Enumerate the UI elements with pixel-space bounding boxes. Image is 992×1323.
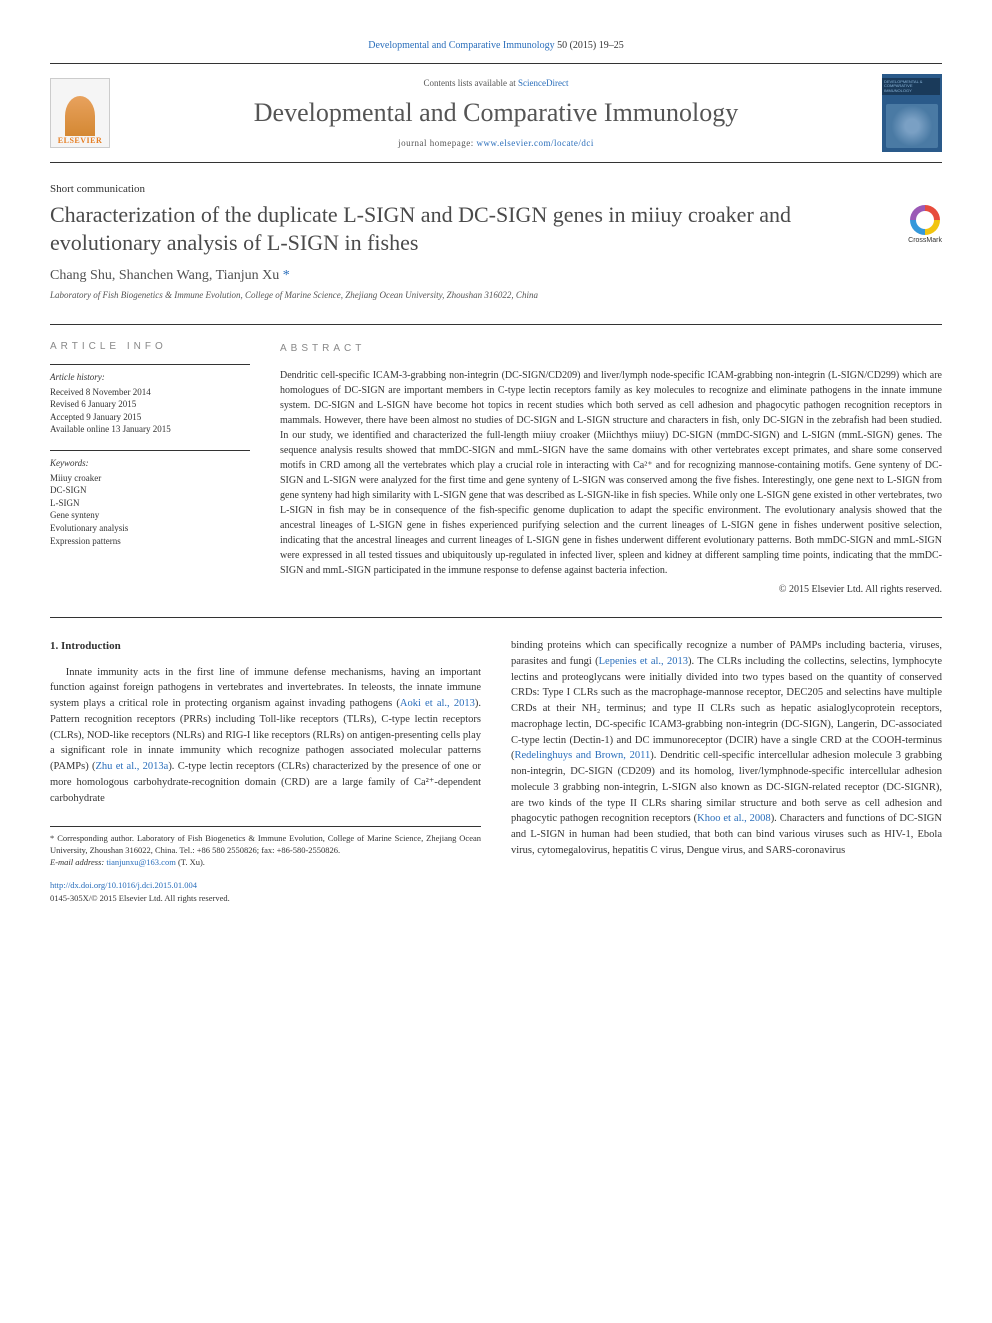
abstract-heading: ABSTRACT xyxy=(280,341,942,356)
article-history-block: Article history: Received 8 November 201… xyxy=(50,364,250,436)
corresponding-author-mark[interactable]: * xyxy=(283,268,290,283)
keyword-item: Gene synteny xyxy=(50,509,250,522)
journal-cover-thumbnail[interactable]: DCI DEVELOPMENTAL & COMPARATIVE IMMUNOLO… xyxy=(882,74,942,152)
crossmark-label: CrossMark xyxy=(908,237,942,244)
email-link[interactable]: tianjunxu@163.com xyxy=(106,857,175,867)
article-info-column: ARTICLE INFO Article history: Received 8… xyxy=(50,341,250,597)
abstract-column: ABSTRACT Dendritic cell-specific ICAM-3-… xyxy=(280,341,942,597)
running-header-journal[interactable]: Developmental and Comparative Immunology xyxy=(368,40,554,51)
author-names: Chang Shu, Shanchen Wang, Tianjun Xu xyxy=(50,268,283,283)
homepage-line: journal homepage: www.elsevier.com/locat… xyxy=(124,138,868,148)
contents-line: Contents lists available at ScienceDirec… xyxy=(124,78,868,88)
email-label: E-mail address: xyxy=(50,857,106,867)
history-received: Received 8 November 2014 xyxy=(50,386,250,399)
citation-link[interactable]: Redelinghuys and Brown, 2011 xyxy=(515,750,651,761)
section-heading: 1. Introduction xyxy=(50,638,481,655)
crossmark-button[interactable]: CrossMark xyxy=(908,201,942,244)
keywords-label: Keywords: xyxy=(50,457,250,470)
journal-title: Developmental and Comparative Immunology xyxy=(124,98,868,128)
body-text: 1. Introduction Innate immunity acts in … xyxy=(50,638,942,904)
history-revised: Revised 6 January 2015 xyxy=(50,398,250,411)
citation-link[interactable]: Aoki et al., 2013 xyxy=(400,698,475,709)
body-column-right: binding proteins which can specifically … xyxy=(511,638,942,904)
corresponding-author-footnote: * Corresponding author. Laboratory of Fi… xyxy=(50,833,481,857)
running-header-citation: 50 (2015) 19–25 xyxy=(555,40,624,51)
citation-link[interactable]: Zhu et al., 2013a xyxy=(96,761,169,772)
keyword-item: Expression patterns xyxy=(50,535,250,548)
history-online: Available online 13 January 2015 xyxy=(50,423,250,436)
abstract-copyright: © 2015 Elsevier Ltd. All rights reserved… xyxy=(280,582,942,597)
issn-copyright: 0145-305X/© 2015 Elsevier Ltd. All right… xyxy=(50,892,481,905)
article-title: Characterization of the duplicate L-SIGN… xyxy=(50,201,888,256)
citation-link[interactable]: Lepenies et al., 2013 xyxy=(599,656,688,667)
elsevier-tree-icon xyxy=(65,96,95,136)
section-divider xyxy=(50,617,942,618)
history-accepted: Accepted 9 January 2015 xyxy=(50,411,250,424)
cover-art-icon xyxy=(886,104,938,148)
abstract-body: Dendritic cell-specific ICAM-3-grabbing … xyxy=(280,368,942,578)
doi-link[interactable]: http://dx.doi.org/10.1016/j.dci.2015.01.… xyxy=(50,880,197,890)
article-type: Short communication xyxy=(50,183,942,195)
keywords-block: Keywords: Miiuy croaker DC-SIGN L-SIGN G… xyxy=(50,450,250,547)
keyword-item: L-SIGN xyxy=(50,497,250,510)
footnote-block: * Corresponding author. Laboratory of Fi… xyxy=(50,826,481,869)
running-header: Developmental and Comparative Immunology… xyxy=(50,40,942,51)
publisher-name: ELSEVIER xyxy=(58,136,102,145)
sciencedirect-link[interactable]: ScienceDirect xyxy=(518,78,568,88)
crossmark-icon xyxy=(910,205,940,235)
doi-block: http://dx.doi.org/10.1016/j.dci.2015.01.… xyxy=(50,879,481,905)
keyword-item: Miiuy croaker xyxy=(50,472,250,485)
authors-line: Chang Shu, Shanchen Wang, Tianjun Xu * xyxy=(50,268,942,284)
journal-homepage-link[interactable]: www.elsevier.com/locate/dci xyxy=(477,138,594,148)
body-column-left: 1. Introduction Innate immunity acts in … xyxy=(50,638,481,904)
publisher-logo[interactable]: ELSEVIER xyxy=(50,78,110,148)
masthead-center: Contents lists available at ScienceDirec… xyxy=(124,78,868,148)
keyword-item: DC-SIGN xyxy=(50,484,250,497)
masthead: ELSEVIER Contents lists available at Sci… xyxy=(50,63,942,163)
article-info-heading: ARTICLE INFO xyxy=(50,341,250,352)
history-label: Article history: xyxy=(50,371,250,384)
cover-subtitle: DEVELOPMENTAL & COMPARATIVE IMMUNOLOGY xyxy=(882,78,940,95)
keyword-item: Evolutionary analysis xyxy=(50,522,250,535)
citation-link[interactable]: Khoo et al., 2008 xyxy=(697,813,771,824)
affiliation: Laboratory of Fish Biogenetics & Immune … xyxy=(50,290,942,300)
